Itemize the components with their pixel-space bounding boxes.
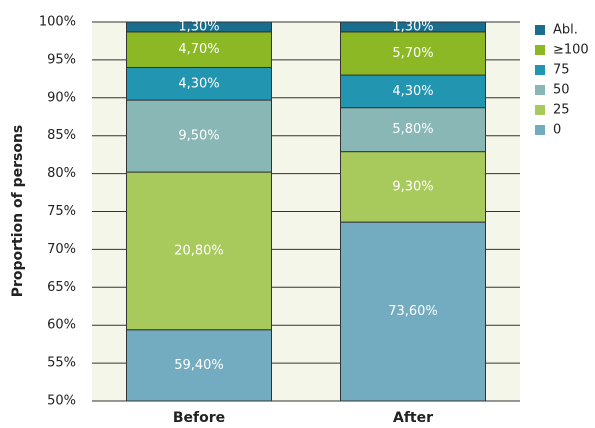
bar-segment <box>126 99 272 173</box>
legend-swatch <box>535 45 545 55</box>
bar-segment <box>126 66 272 101</box>
value-label: 9,50% <box>178 129 219 144</box>
bar-segment <box>126 329 272 402</box>
bar-segment <box>340 21 486 33</box>
bar-segment <box>126 31 272 68</box>
x-tick-label: After <box>393 410 433 426</box>
y-tick-label: 80% <box>47 166 76 181</box>
legend-swatch <box>535 25 545 35</box>
value-label: 1,30% <box>178 19 219 34</box>
value-label: 4,30% <box>178 76 219 91</box>
legend-label: 75 <box>553 63 570 78</box>
value-label: 20,80% <box>174 243 224 258</box>
y-tick-label: 70% <box>47 242 76 257</box>
legend-swatch <box>535 125 545 135</box>
legend-label: 50 <box>553 83 570 98</box>
bar-segment <box>340 74 486 109</box>
value-label: 5,70% <box>392 46 433 61</box>
x-tick-label: Before <box>173 410 225 426</box>
y-tick-label: 55% <box>47 356 76 371</box>
value-label: 9,30% <box>392 179 433 194</box>
legend-label: Abl. <box>553 23 578 38</box>
y-tick-label: 95% <box>47 52 76 67</box>
value-label: 4,70% <box>178 42 219 57</box>
legend-swatch <box>535 65 545 75</box>
y-tick-label: 100% <box>39 15 76 30</box>
value-label: 73,60% <box>388 304 438 319</box>
y-tick-label: 90% <box>47 90 76 105</box>
legend-swatch <box>535 105 545 115</box>
bar-segment <box>126 21 272 33</box>
bar-segment <box>340 221 486 402</box>
value-label: 4,30% <box>392 84 433 99</box>
value-label: 1,30% <box>392 19 433 34</box>
y-axis-label: Proportion of persons <box>10 125 26 298</box>
bar-segment <box>126 171 272 331</box>
legend-label: 0 <box>553 123 561 138</box>
bar-segment <box>340 107 486 153</box>
legend-label: ≥100 <box>553 43 589 58</box>
y-tick-label: 50% <box>47 394 76 409</box>
y-tick-label: 75% <box>47 204 76 219</box>
value-label: 59,40% <box>174 358 224 373</box>
y-tick-label: 60% <box>47 318 76 333</box>
bar-segment <box>340 31 486 76</box>
bar-segment <box>340 151 486 223</box>
legend-swatch <box>535 85 545 95</box>
legend-label: 25 <box>553 103 570 118</box>
y-tick-label: 65% <box>47 280 76 295</box>
value-label: 5,80% <box>392 122 433 137</box>
y-tick-label: 85% <box>47 128 76 143</box>
